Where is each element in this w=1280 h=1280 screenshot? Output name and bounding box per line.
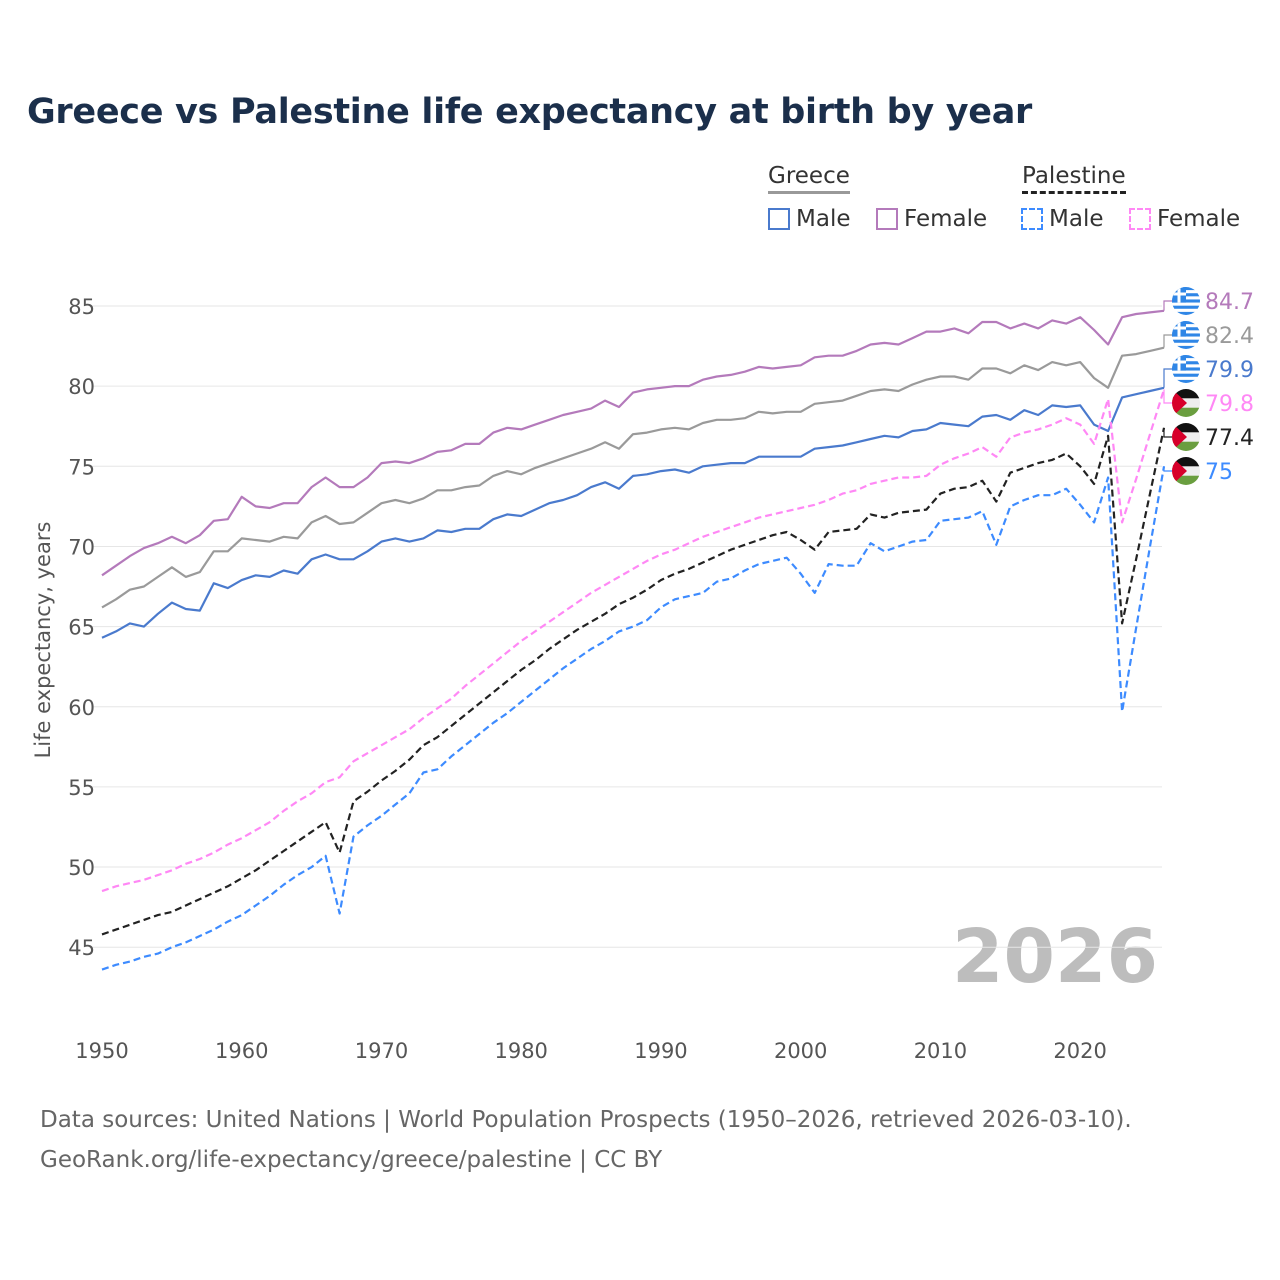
end-label-connector <box>1163 427 1172 438</box>
end-label-connector <box>1163 368 1172 388</box>
legend-palestine-header: Palestine <box>1022 163 1126 194</box>
legend-greece-header: Greece <box>768 163 850 194</box>
x-tick-label: 1960 <box>215 1039 268 1063</box>
greece-flag-icon <box>1172 321 1200 349</box>
x-tick-label: 2020 <box>1053 1039 1106 1063</box>
end-value-label: 77.4 <box>1205 426 1254 451</box>
legend-swatch <box>1021 208 1043 230</box>
palestine-flag-icon <box>1172 423 1200 451</box>
y-tick-label: 80 <box>68 375 95 399</box>
x-tick-label: 1970 <box>355 1039 408 1063</box>
series-line-palestine-female <box>101 389 1166 893</box>
x-tick-label: 1980 <box>494 1039 547 1063</box>
end-value-label: 82.4 <box>1205 324 1254 349</box>
end-value-label: 75 <box>1205 460 1233 485</box>
y-tick-label: 85 <box>68 295 95 319</box>
end-label-connector <box>1163 300 1172 311</box>
x-tick-label: 1950 <box>75 1039 128 1063</box>
end-value-label: 79.9 <box>1205 358 1254 383</box>
y-tick-label: 45 <box>68 936 95 960</box>
series-line-greece-total <box>101 346 1165 609</box>
end-label-connector <box>1163 389 1172 404</box>
y-tick-label: 55 <box>68 776 95 800</box>
legend-label: Female <box>1157 206 1241 232</box>
series-line-greece-male <box>101 386 1165 639</box>
y-tick-label: 70 <box>68 535 95 559</box>
y-tick-label: 60 <box>68 696 95 720</box>
y-axis-label: Life expectancy, years <box>31 522 55 759</box>
legend-label: Male <box>1049 206 1104 232</box>
y-tick-label: 65 <box>68 616 95 640</box>
legend-label: Male <box>796 206 851 232</box>
y-tick-label: 50 <box>68 856 95 880</box>
palestine-flag-icon <box>1172 457 1200 485</box>
end-label-connector <box>1163 334 1172 348</box>
series-line-palestine-male <box>101 466 1166 971</box>
chart-title: Greece vs Palestine life expectancy at b… <box>27 92 1033 132</box>
legend-label: Female <box>904 206 988 232</box>
y-tick-label: 75 <box>68 455 95 479</box>
series-line-palestine-total <box>101 427 1166 936</box>
legend-swatch <box>876 208 898 230</box>
end-value-label: 84.7 <box>1205 290 1254 315</box>
legend-greece-male[interactable]: Male <box>768 206 850 232</box>
legend-swatch <box>1129 208 1151 230</box>
legend-swatch <box>768 208 790 230</box>
legend-greece-female[interactable]: Female <box>876 206 987 232</box>
year-watermark: 2026 <box>952 914 1158 1000</box>
end-label-connector <box>1163 466 1172 472</box>
greece-flag-icon <box>1172 287 1200 315</box>
x-tick-label: 2000 <box>774 1039 827 1063</box>
legend-palestine-male[interactable]: Male <box>1021 206 1103 232</box>
footer-link[interactable]: GeoRank.org/life-expectancy/greece/pales… <box>40 1147 663 1173</box>
footer-sources: Data sources: United Nations | World Pop… <box>40 1107 1132 1133</box>
x-tick-label: 1990 <box>634 1039 687 1063</box>
end-value-label: 79.8 <box>1205 392 1254 417</box>
greece-flag-icon <box>1172 355 1200 383</box>
series-line-greece-female <box>101 309 1165 577</box>
legend-palestine-female[interactable]: Female <box>1129 206 1240 232</box>
palestine-flag-icon <box>1172 389 1200 417</box>
x-tick-label: 2010 <box>914 1039 967 1063</box>
